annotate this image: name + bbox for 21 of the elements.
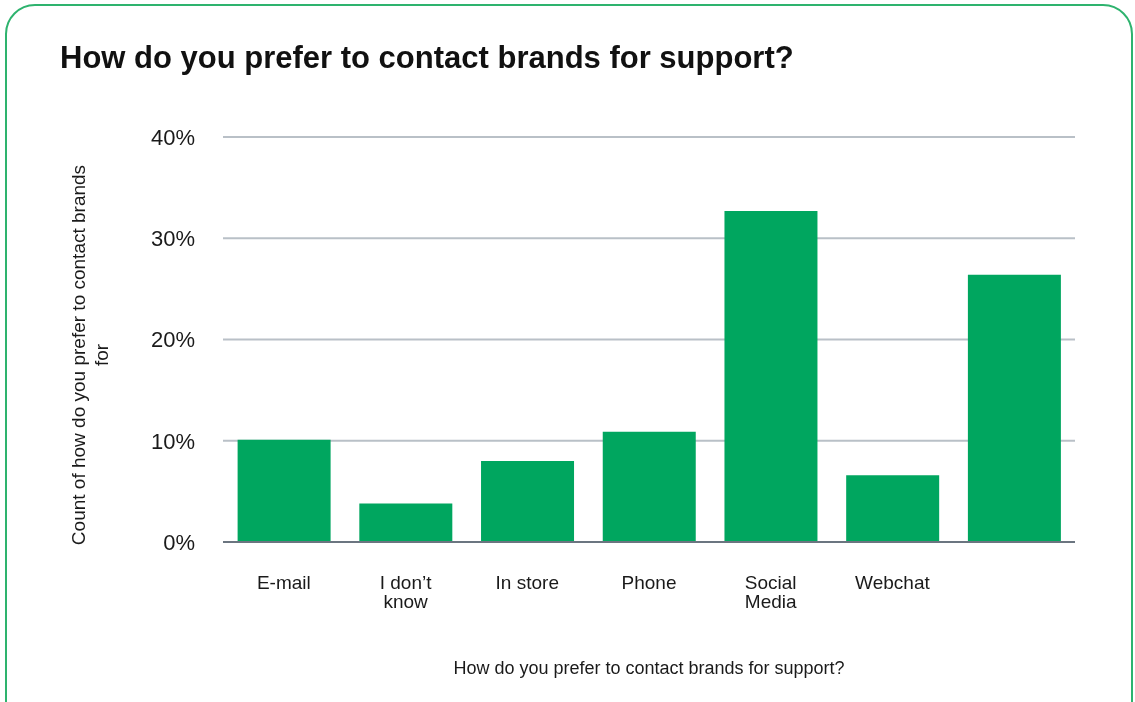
bar — [724, 210, 818, 542]
bar — [967, 274, 1061, 542]
y-tick-label: 10% — [150, 428, 195, 454]
x-tick-label: Phone — [621, 572, 677, 594]
x-tick-label: E-mail — [256, 572, 311, 594]
bar — [237, 439, 331, 542]
x-tick-label: Social Media — [744, 572, 798, 613]
bar — [359, 503, 453, 542]
bar — [481, 461, 575, 542]
x-tick-label: In store — [495, 572, 559, 594]
x-axis-title: How do you prefer to contact brands for support? — [453, 658, 845, 678]
bar — [846, 475, 940, 542]
y-axis-title: Count of how do you prefer to contact brands for — [67, 163, 113, 548]
y-tick-label: 20% — [150, 327, 195, 353]
y-tick-label: 0% — [163, 529, 195, 555]
x-tick-label: Webchat — [855, 572, 931, 594]
x-tick-label: I don’t know — [379, 572, 433, 613]
y-tick-label: 40% — [150, 124, 195, 150]
y-tick-label: 30% — [150, 226, 195, 252]
chart-title: How do you prefer to contact brands for support? — [60, 40, 794, 76]
bar — [602, 431, 696, 542]
